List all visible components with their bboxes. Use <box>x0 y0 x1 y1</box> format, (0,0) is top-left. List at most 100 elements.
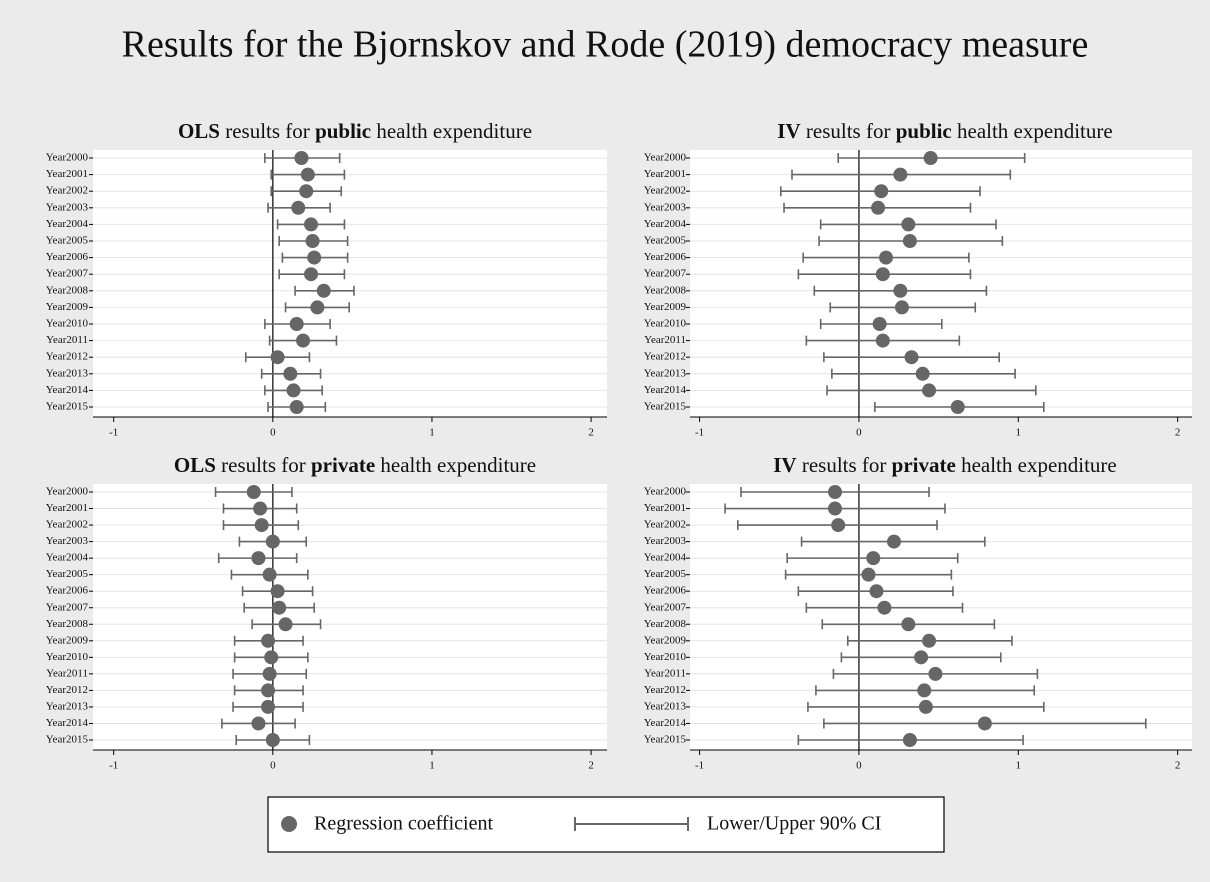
coefficient <box>875 333 890 348</box>
coefficient <box>914 650 929 665</box>
legend-label: Lower/Upper 90% CI <box>707 813 881 835</box>
y-tick-label: Year2008 <box>46 284 89 296</box>
x-tick-label: 0 <box>270 760 276 772</box>
y-tick-label: Year2011 <box>644 334 686 346</box>
x-tick-label: -1 <box>109 427 118 439</box>
coefficient <box>270 584 285 599</box>
y-tick-label: Year2007 <box>46 601 89 613</box>
y-tick-label: Year2008 <box>46 618 89 630</box>
y-tick-label: Year2015 <box>46 734 89 746</box>
coefficient <box>828 485 843 499</box>
y-tick-label: Year2005 <box>644 235 687 247</box>
coefficient <box>272 600 287 615</box>
coefficient <box>296 333 311 348</box>
coefficient <box>270 350 285 365</box>
y-tick-label: Year2002 <box>46 185 88 197</box>
y-tick-label: Year2005 <box>46 235 89 247</box>
plot-area <box>93 150 607 417</box>
title-part: health expenditure <box>376 119 532 143</box>
y-tick-label: Year2005 <box>46 568 89 580</box>
y-tick-label: Year2013 <box>46 367 89 379</box>
y-tick-label: Year2003 <box>46 535 89 547</box>
y-tick-label: Year2002 <box>644 519 686 531</box>
coefficient <box>300 167 315 182</box>
y-tick-label: Year2008 <box>644 618 687 630</box>
y-tick-label: Year2004 <box>644 552 687 564</box>
coefficient <box>871 200 886 215</box>
figure-title: Results for the Bjornskov and Rode (2019… <box>122 24 1089 66</box>
panel-title: IV results for public health expenditure <box>777 119 1112 143</box>
title-part: health expenditure <box>961 453 1117 477</box>
y-tick-label: Year2005 <box>644 568 687 580</box>
coefficient <box>893 167 908 182</box>
x-tick-label: 1 <box>429 427 435 439</box>
y-tick-label: Year2000 <box>644 152 687 164</box>
coefficient <box>294 151 309 165</box>
panel-title: IV results for private health expenditur… <box>773 453 1117 477</box>
coefficient <box>894 300 909 315</box>
coefficient <box>289 317 304 331</box>
title-part: private <box>311 453 375 477</box>
coefficient <box>922 633 937 648</box>
title-part: OLS <box>174 453 216 477</box>
title-part: public <box>896 119 952 143</box>
coefficient <box>877 600 892 615</box>
title-part: public <box>315 119 371 143</box>
coefficient <box>310 300 325 315</box>
coefficient <box>307 250 322 265</box>
coefficient <box>886 534 901 549</box>
x-tick-label: -1 <box>695 427 704 439</box>
y-tick-label: Year2004 <box>46 218 89 230</box>
title-part: IV <box>773 453 796 477</box>
coefficient <box>902 733 917 747</box>
coefficient <box>289 400 304 414</box>
legend-label: Regression coefficient <box>314 813 493 835</box>
y-tick-label: Year2004 <box>644 218 687 230</box>
y-tick-label: Year2011 <box>46 334 88 346</box>
y-tick-label: Year2006 <box>644 585 687 597</box>
x-tick-label: 0 <box>856 427 862 439</box>
coefficient <box>261 683 276 698</box>
coefficient <box>254 518 269 533</box>
legend-ci <box>574 817 689 831</box>
coefficient <box>917 683 932 698</box>
coefficient <box>902 234 917 248</box>
x-tick-label: 1 <box>1016 427 1022 439</box>
coefficient <box>869 584 884 599</box>
y-tick-label: Year2012 <box>644 351 686 363</box>
title-part: results for <box>221 453 306 477</box>
y-tick-label: Year2008 <box>644 284 687 296</box>
coefficient <box>261 633 276 648</box>
y-tick-label: Year2014 <box>46 717 89 729</box>
y-tick-label: Year2012 <box>46 351 88 363</box>
y-tick-label: Year2000 <box>46 486 89 498</box>
coefficient <box>265 733 280 747</box>
coefficient <box>304 267 319 282</box>
y-tick-label: Year2001 <box>46 168 88 180</box>
y-tick-label: Year2001 <box>644 502 686 514</box>
y-tick-label: Year2007 <box>644 268 687 280</box>
y-tick-label: Year2011 <box>644 667 686 679</box>
y-tick-label: Year2009 <box>46 301 89 313</box>
coefficient <box>299 184 314 199</box>
coefficient <box>251 551 266 566</box>
y-tick-label: Year2002 <box>644 185 686 197</box>
coefficient <box>264 650 279 665</box>
coefficient <box>253 501 268 516</box>
y-tick-label: Year2001 <box>644 168 686 180</box>
title-part: results for <box>802 453 887 477</box>
title-part: health expenditure <box>957 119 1113 143</box>
y-tick-label: Year2009 <box>644 634 687 646</box>
coefficient <box>904 350 919 365</box>
coefficient <box>872 317 887 331</box>
coefficient <box>278 617 293 632</box>
coefficient <box>923 151 938 165</box>
y-tick-label: Year2009 <box>46 634 89 646</box>
coefficient <box>879 250 894 265</box>
panel-title: OLS results for private health expenditu… <box>174 453 536 477</box>
y-tick-label: Year2015 <box>644 401 687 413</box>
y-tick-label: Year2000 <box>46 152 89 164</box>
x-tick-label: 1 <box>1016 760 1022 772</box>
coefficient <box>874 184 889 199</box>
coefficient <box>246 485 261 499</box>
